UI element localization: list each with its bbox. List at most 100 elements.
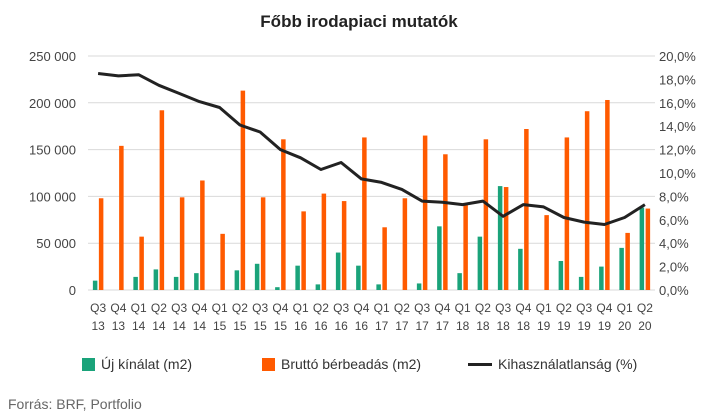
- x-tick-label-year: 16: [294, 319, 308, 333]
- y-right-tick-label: 14,0%: [659, 119, 696, 134]
- legend-item-gross-leasing: Bruttó bérbeadás (m2): [262, 356, 421, 372]
- x-tick-label-year: 20: [618, 319, 632, 333]
- bar-new-supply: [477, 236, 483, 290]
- x-tick-label-quarter: Q1: [293, 301, 309, 315]
- x-tick-label-quarter: Q2: [637, 301, 653, 315]
- y-right-tick-label: 6,0%: [659, 213, 689, 228]
- legend-label-vacancy: Kihasználatlanság (%): [498, 356, 638, 372]
- x-tick-label-year: 14: [172, 319, 186, 333]
- x-tick-label-year: 18: [496, 319, 510, 333]
- bar-gross-leasing: [281, 139, 286, 290]
- chart-legend: Új kínálat (m2) Bruttó bérbeadás (m2) Ki…: [0, 356, 718, 376]
- bar-gross-leasing: [564, 137, 570, 290]
- bar-new-supply: [254, 263, 260, 290]
- bar-gross-leasing: [98, 198, 104, 290]
- x-tick-label-quarter: Q1: [374, 301, 390, 315]
- x-tick-label-year: 18: [456, 319, 470, 333]
- bar-gross-leasing: [483, 139, 489, 290]
- bar-gross-leasing: [443, 154, 448, 290]
- bar-new-supply: [639, 207, 645, 290]
- y-right-tick-label: 8,0%: [659, 189, 689, 204]
- y-left-tick-label: 200 000: [29, 96, 76, 111]
- bar-new-supply: [599, 266, 604, 290]
- x-tick-label-quarter: Q4: [191, 301, 207, 315]
- bar-gross-leasing: [321, 193, 327, 290]
- bar-gross-leasing: [301, 211, 306, 290]
- x-tick-label-quarter: Q3: [333, 301, 349, 315]
- y-right-tick-label: 16,0%: [659, 96, 696, 111]
- y-right-tick-label: 4,0%: [659, 236, 689, 251]
- x-tick-label-year: 19: [577, 319, 591, 333]
- bar-new-supply: [518, 248, 523, 290]
- bar-gross-leasing: [422, 135, 428, 290]
- bar-gross-leasing: [544, 215, 549, 290]
- x-tick-label-quarter: Q4: [434, 301, 450, 315]
- bar-gross-leasing: [625, 232, 630, 290]
- x-tick-label-quarter: Q3: [495, 301, 511, 315]
- x-tick-label-year: 15: [213, 319, 227, 333]
- bar-gross-leasing: [240, 90, 246, 290]
- y-left-tick-label: 100 000: [29, 189, 76, 204]
- x-tick-label-year: 19: [537, 319, 551, 333]
- y-right-tick-label: 20,0%: [659, 49, 696, 64]
- bar-gross-leasing: [200, 180, 205, 290]
- bar-new-supply: [578, 276, 584, 290]
- x-tick-label-year: 16: [334, 319, 348, 333]
- x-tick-label-quarter: Q3: [414, 301, 430, 315]
- x-tick-label-year: 14: [152, 319, 166, 333]
- bar-new-supply: [173, 276, 179, 290]
- bar-gross-leasing: [463, 204, 468, 290]
- legend-item-vacancy: Kihasználatlanság (%): [468, 356, 637, 372]
- bar-new-supply: [416, 283, 422, 290]
- bar-gross-leasing: [524, 129, 529, 290]
- x-tick-label-year: 17: [436, 319, 450, 333]
- x-tick-label-quarter: Q4: [596, 301, 612, 315]
- bar-new-supply: [376, 284, 381, 290]
- line-vacancy: [97, 72, 646, 226]
- x-tick-label-year: 13: [91, 319, 105, 333]
- bar-new-supply: [92, 280, 98, 290]
- x-tick-label-year: 19: [598, 319, 612, 333]
- x-tick-label-quarter: Q4: [110, 301, 126, 315]
- x-tick-label-year: 16: [314, 319, 328, 333]
- legend-swatch-new-supply: [82, 357, 95, 371]
- x-tick-label-quarter: Q1: [455, 301, 471, 315]
- x-tick-label-quarter: Q2: [232, 301, 248, 315]
- bar-gross-leasing: [159, 110, 165, 291]
- chart-title: Főbb irodapiaci mutatók: [260, 12, 458, 31]
- bar-new-supply: [275, 287, 280, 290]
- x-tick-label-year: 18: [517, 319, 531, 333]
- x-tick-label-quarter: Q4: [515, 301, 531, 315]
- bar-new-supply: [133, 276, 138, 290]
- bar-gross-leasing: [260, 197, 266, 290]
- x-tick-label-quarter: Q2: [151, 301, 167, 315]
- x-tick-label-quarter: Q2: [394, 301, 410, 315]
- x-tick-label-quarter: Q1: [212, 301, 228, 315]
- bar-gross-leasing: [382, 227, 387, 290]
- bar-gross-leasing: [402, 198, 408, 290]
- bar-gross-leasing: [119, 145, 124, 290]
- y-right-tick-label: 12,0%: [659, 143, 696, 158]
- x-tick-label-quarter: Q1: [131, 301, 147, 315]
- y-left-tick-label: 50 000: [36, 236, 76, 251]
- y-left-tick-label: 150 000: [29, 143, 76, 158]
- x-tick-label-quarter: Q3: [90, 301, 106, 315]
- x-tick-label-year: 15: [233, 319, 247, 333]
- bar-gross-leasing: [584, 111, 590, 290]
- bar-gross-leasing: [220, 233, 225, 290]
- bar-gross-leasing: [605, 99, 610, 290]
- bar-new-supply: [558, 260, 564, 290]
- x-tick-label-year: 14: [193, 319, 207, 333]
- legend-swatch-gross-leasing: [262, 357, 275, 371]
- x-tick-label-quarter: Q1: [536, 301, 552, 315]
- bar-gross-leasing: [645, 208, 651, 290]
- x-tick-label-year: 15: [253, 319, 267, 333]
- bar-new-supply: [497, 186, 503, 290]
- x-tick-label-year: 18: [476, 319, 490, 333]
- bar-gross-leasing: [179, 197, 185, 290]
- x-tick-label-quarter: Q2: [475, 301, 491, 315]
- bar-gross-leasing: [503, 187, 509, 290]
- x-tick-label-year: 16: [355, 319, 369, 333]
- bar-new-supply: [153, 269, 159, 290]
